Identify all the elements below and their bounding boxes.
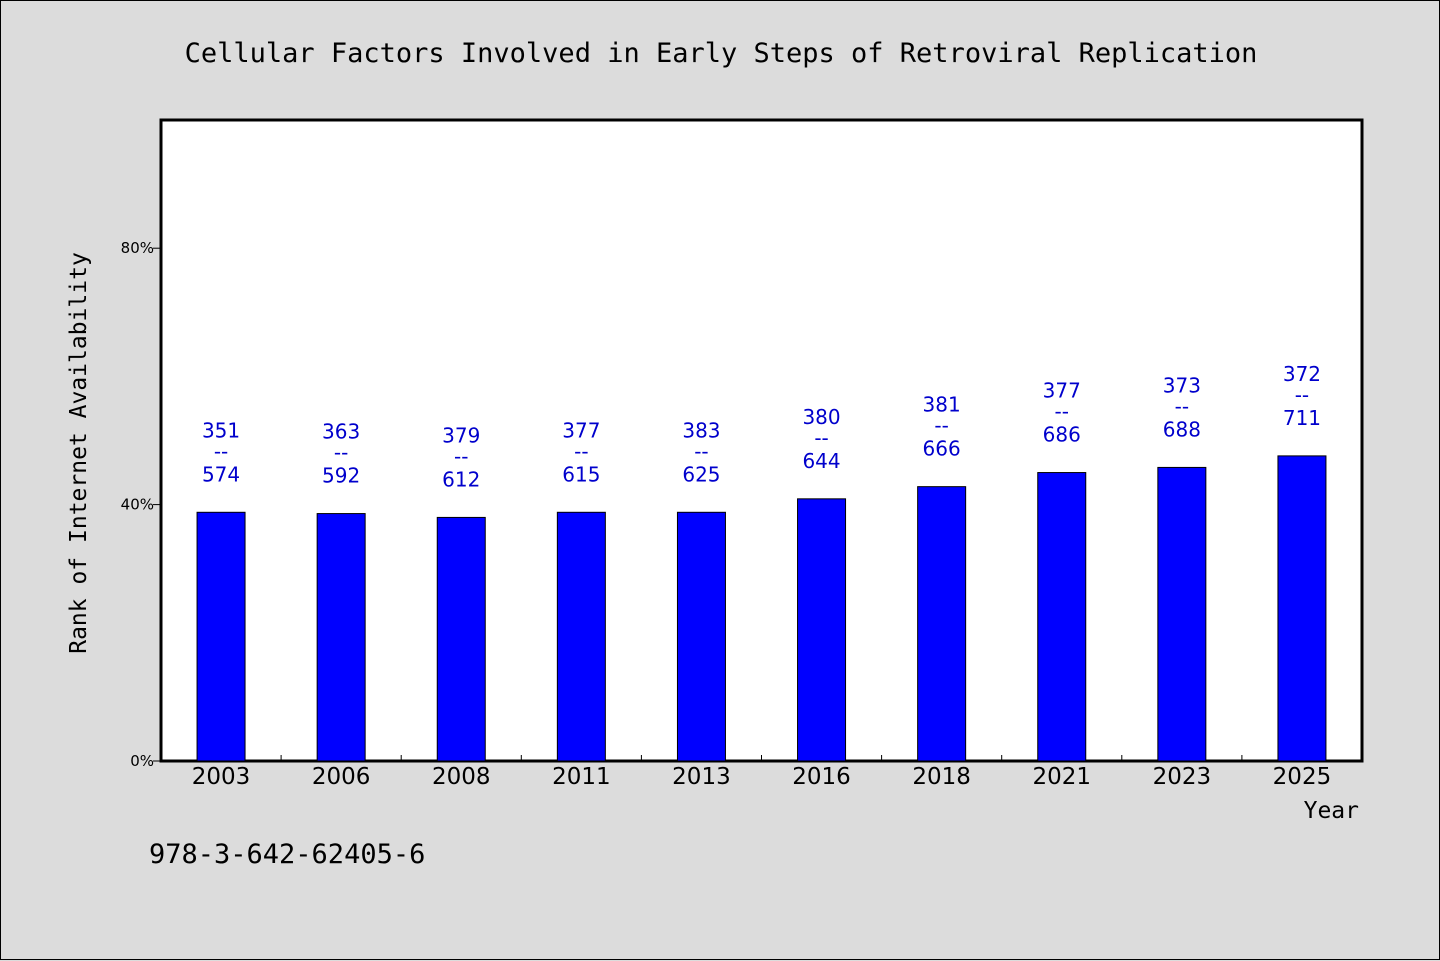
data-label-sep: -- — [454, 444, 468, 468]
data-label-top: 379 — [442, 423, 480, 447]
bar-2003 — [196, 511, 246, 762]
x-tick-label: 2018 — [912, 764, 971, 790]
data-label-sep: -- — [574, 439, 588, 463]
y-axis-title: Rank of Internet Availability — [66, 252, 92, 654]
data-label-top: 373 — [1163, 373, 1201, 397]
data-label-top: 383 — [682, 418, 720, 442]
bar-2023 — [1157, 466, 1207, 762]
bar-2013 — [676, 511, 726, 762]
data-label-top: 377 — [1043, 379, 1081, 403]
data-label-sep: -- — [814, 426, 828, 450]
data-label-bottom: 615 — [562, 462, 600, 486]
bar-2016 — [797, 498, 847, 762]
data-label-bottom: 612 — [442, 467, 480, 491]
x-tick-label: 2008 — [432, 764, 491, 790]
bar-2006 — [316, 513, 366, 762]
data-label-bottom: 574 — [202, 462, 240, 486]
data-label-bottom: 644 — [802, 449, 840, 473]
data-label-bottom: 625 — [682, 462, 720, 486]
data-labels-group: 351--574363--592379--612377--615383--625… — [202, 362, 1321, 492]
x-tick-label: 2011 — [552, 764, 611, 790]
x-axis: 2003 2006 2008 2011 2013 2016 2018 2021 2023 2025 — [192, 755, 1331, 790]
data-label-top: 372 — [1283, 362, 1321, 386]
y-tick-label: 80% — [121, 239, 154, 257]
bar-2025 — [1277, 455, 1327, 762]
data-label-bottom: 711 — [1283, 406, 1321, 430]
data-label-top: 363 — [322, 420, 360, 444]
bar-2018 — [917, 486, 967, 762]
bars-group — [196, 455, 1327, 762]
data-label-sep: -- — [934, 414, 948, 438]
x-tick-label: 2021 — [1032, 764, 1091, 790]
data-label-top: 351 — [202, 418, 240, 442]
y-tick-label: 0% — [130, 752, 154, 770]
data-label-bottom: 688 — [1163, 417, 1201, 441]
isbn-code: 978-3-642-62405-6 — [149, 839, 425, 870]
x-tick-label: 2016 — [792, 764, 851, 790]
chart-title: Cellular Factors Involved in Early Steps… — [185, 38, 1258, 69]
x-tick-label: 2013 — [672, 764, 731, 790]
data-label-top: 381 — [923, 393, 961, 417]
x-tick-label: 2003 — [192, 764, 251, 790]
bar-2008 — [436, 516, 486, 762]
data-label-sep: -- — [694, 439, 708, 463]
data-label-sep: -- — [1175, 394, 1189, 418]
data-label-top: 377 — [562, 418, 600, 442]
x-tick-label: 2023 — [1153, 764, 1212, 790]
data-label-sep: -- — [334, 441, 348, 465]
data-label-bottom: 666 — [923, 437, 961, 461]
data-label-sep: -- — [1055, 400, 1069, 424]
x-tick-label: 2006 — [312, 764, 371, 790]
data-label-bottom: 592 — [322, 464, 360, 488]
data-label-top: 380 — [802, 405, 840, 429]
x-tick-label: 2025 — [1273, 764, 1332, 790]
y-axis: 0% 40% 80% — [121, 239, 161, 770]
data-label-sep: -- — [1295, 383, 1309, 407]
bar-2021 — [1037, 472, 1087, 762]
data-label-sep: -- — [214, 439, 228, 463]
y-tick-label: 40% — [121, 496, 154, 514]
x-axis-title: Year — [1304, 798, 1359, 824]
bar-2011 — [556, 511, 606, 762]
data-label-bottom: 686 — [1043, 423, 1081, 447]
